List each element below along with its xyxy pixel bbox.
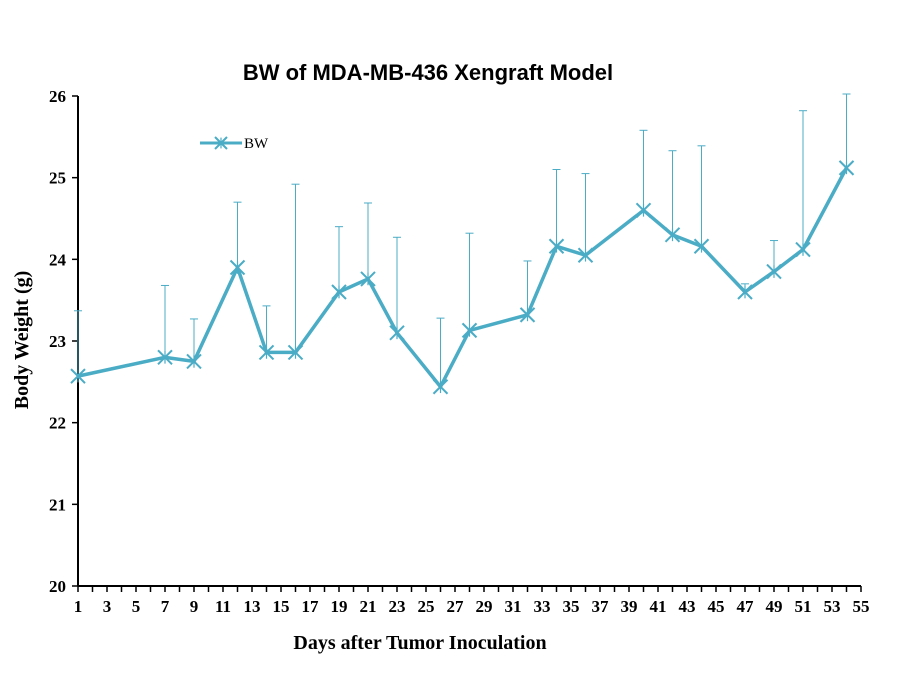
data-point bbox=[461, 322, 478, 339]
y-tick-label: 26 bbox=[49, 87, 66, 106]
data-point bbox=[635, 202, 652, 219]
x-tick-label: 27 bbox=[447, 597, 465, 616]
x-tick-label: 45 bbox=[708, 597, 725, 616]
data-point bbox=[737, 284, 753, 300]
chart-title: BW of MDA-MB-436 Xengraft Model bbox=[243, 60, 613, 85]
y-tick-label: 23 bbox=[49, 332, 66, 351]
y-axis-title: Body Weight (g) bbox=[11, 271, 33, 410]
legend-marker bbox=[214, 136, 228, 150]
x-tick-label: 7 bbox=[161, 597, 170, 616]
legend: BW bbox=[200, 136, 269, 152]
x-tick-label: 43 bbox=[679, 597, 696, 616]
x-tick-label: 9 bbox=[190, 597, 199, 616]
x-tick-label: 39 bbox=[621, 597, 638, 616]
x-tick-label: 3 bbox=[103, 597, 112, 616]
data-series bbox=[70, 160, 855, 395]
x-tick-label: 55 bbox=[853, 597, 870, 616]
x-tick-label: 11 bbox=[215, 597, 231, 616]
series-line-bw bbox=[77, 167, 849, 389]
legend-marker-glyph bbox=[214, 136, 228, 150]
x-tick-label: 51 bbox=[795, 597, 812, 616]
x-tick-label: 49 bbox=[766, 597, 783, 616]
x-tick-label: 53 bbox=[824, 597, 841, 616]
data-point bbox=[838, 160, 855, 176]
y-tick-label: 22 bbox=[49, 414, 66, 433]
data-point bbox=[766, 263, 782, 280]
legend-label: BW bbox=[244, 136, 269, 152]
x-tick-label: 37 bbox=[592, 597, 610, 616]
y-tick-label: 25 bbox=[49, 169, 66, 188]
y-tick-label: 21 bbox=[49, 495, 66, 514]
x-tick-label: 21 bbox=[360, 597, 377, 616]
x-tick-label: 29 bbox=[476, 597, 493, 616]
x-tick-label: 25 bbox=[418, 597, 435, 616]
x-tick-label: 13 bbox=[244, 597, 261, 616]
data-point bbox=[229, 259, 246, 276]
data-point bbox=[664, 227, 681, 243]
x-tick-label: 17 bbox=[302, 597, 320, 616]
data-point bbox=[693, 238, 710, 254]
x-tick-label: 19 bbox=[331, 597, 348, 616]
x-axis-title: Days after Tumor Inoculation bbox=[293, 632, 546, 654]
y-tick-label: 20 bbox=[49, 577, 66, 596]
data-point bbox=[548, 238, 565, 254]
x-tick-label: 23 bbox=[389, 597, 406, 616]
data-point bbox=[258, 344, 275, 361]
x-tick-label: 35 bbox=[563, 597, 580, 616]
x-tick-label: 31 bbox=[505, 597, 522, 616]
data-point bbox=[360, 271, 376, 287]
error-bars bbox=[74, 93, 851, 387]
data-point bbox=[186, 353, 202, 370]
data-point bbox=[389, 325, 405, 341]
y-tick-label: 24 bbox=[49, 250, 67, 269]
data-point bbox=[287, 344, 304, 361]
data-point bbox=[577, 247, 594, 263]
x-tick-label: 1 bbox=[74, 597, 83, 616]
x-tick-label: 47 bbox=[737, 597, 755, 616]
x-tick-label: 41 bbox=[650, 597, 667, 616]
data-point bbox=[331, 284, 347, 300]
data-point bbox=[157, 349, 173, 366]
data-point bbox=[795, 241, 811, 258]
data-point bbox=[519, 307, 536, 323]
data-point bbox=[432, 379, 449, 395]
x-tick-label: 5 bbox=[132, 597, 141, 616]
x-tick-label: 33 bbox=[534, 597, 551, 616]
data-point bbox=[70, 368, 86, 384]
x-tick-label: 15 bbox=[273, 597, 290, 616]
